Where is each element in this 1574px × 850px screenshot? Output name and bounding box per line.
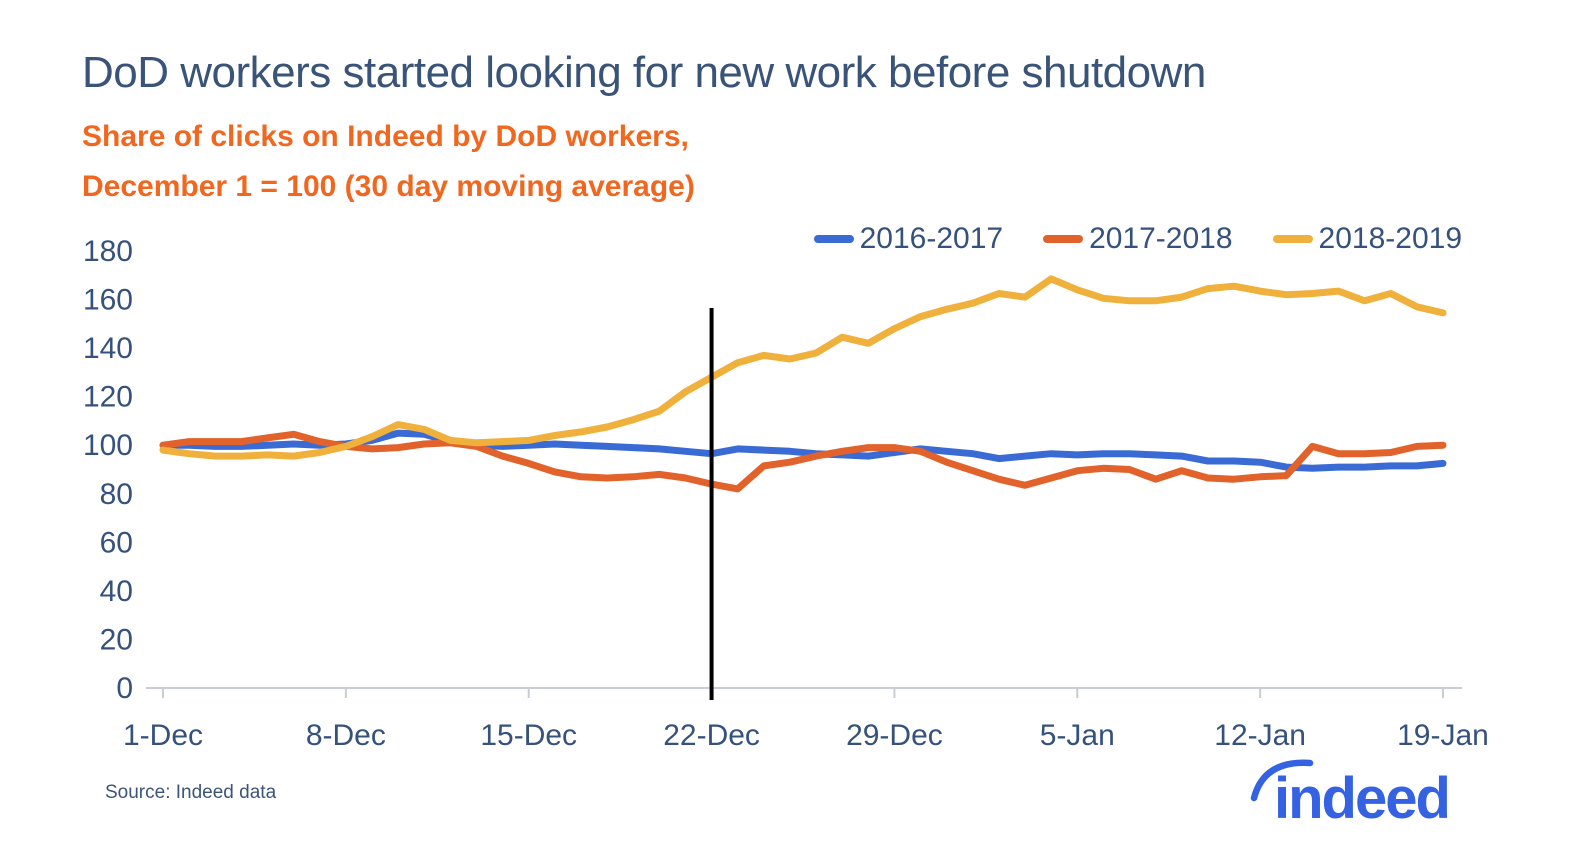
legend-swatch-2016-2017-icon <box>813 235 854 243</box>
x-tick-label: 22-Dec <box>663 719 760 752</box>
series-line-2017-2018 <box>159 430 1447 493</box>
indeed-logo-text: indeed <box>1274 766 1449 828</box>
y-tick-label: 40 <box>100 575 133 608</box>
series-line-2016-2017 <box>159 429 1447 472</box>
legend-item-2016-2017: 2016-2017 <box>813 222 1004 256</box>
indeed-logo-graphic: indeed <box>1250 759 1451 831</box>
y-tick-label: 60 <box>100 526 133 559</box>
y-tick-label: 120 <box>83 381 133 414</box>
x-tick-label: 5-Jan <box>1040 719 1115 752</box>
page-title: DoD workers started looking for new work… <box>82 48 1206 97</box>
series-line-2018-2019 <box>159 275 1447 460</box>
x-tick-label: 29-Dec <box>846 719 943 752</box>
legend-swatch-2018-2019-icon <box>1272 235 1313 243</box>
chart-subtitle-line1: Share of clicks on Indeed by DoD workers… <box>82 120 689 153</box>
x-tick-label: 19-Jan <box>1397 719 1489 752</box>
y-tick-label: 0 <box>116 672 133 705</box>
legend-item-2018-2019: 2018-2019 <box>1272 222 1462 256</box>
source-note: Source: Indeed data <box>105 782 277 803</box>
legend-label-2017-2018: 2017-2018 <box>1089 222 1233 255</box>
indeed-logo: indeed <box>1244 748 1464 831</box>
indeed-logo-arc-icon <box>1250 759 1314 802</box>
y-tick-label: 100 <box>83 429 133 462</box>
chart-subtitle: Share of clicks on Indeed by DoD workers… <box>82 112 695 212</box>
x-tick-label: 12-Jan <box>1214 719 1306 752</box>
y-tick-label: 140 <box>83 332 133 365</box>
legend-item-2017-2018: 2017-2018 <box>1043 222 1233 256</box>
chart-subtitle-line2: December 1 = 100 (30 day moving average) <box>82 170 695 203</box>
legend-label-2016-2017: 2016-2017 <box>859 222 1004 255</box>
legend-label-2018-2019: 2018-2019 <box>1318 222 1462 255</box>
x-tick-label: 15-Dec <box>480 719 577 752</box>
legend-swatch-2017-2018-icon <box>1043 235 1084 243</box>
y-tick-label: 160 <box>83 284 133 317</box>
y-tick-label: 180 <box>83 235 133 268</box>
legend: 2016-2017 2017-2018 2018-2019 <box>813 222 1462 256</box>
x-tick-label: 1-Dec <box>123 719 203 752</box>
x-tick-label: 8-Dec <box>306 719 386 752</box>
y-tick-label: 20 <box>100 623 133 656</box>
y-tick-label: 80 <box>100 478 133 511</box>
